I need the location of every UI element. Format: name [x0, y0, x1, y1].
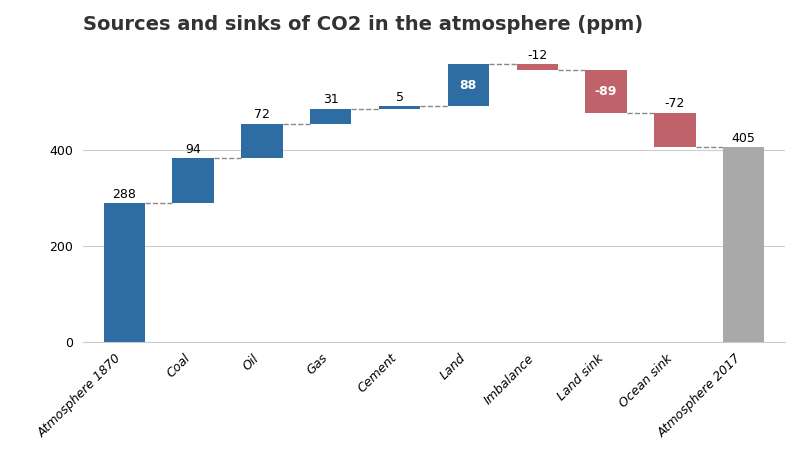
- Text: -72: -72: [665, 97, 685, 110]
- Bar: [172, 158, 214, 203]
- Bar: [517, 64, 558, 70]
- Bar: [586, 70, 626, 113]
- Bar: [654, 113, 695, 147]
- Bar: [448, 64, 489, 106]
- Text: 94: 94: [185, 143, 201, 156]
- Text: 31: 31: [323, 93, 338, 106]
- Bar: [379, 106, 420, 109]
- Text: -12: -12: [527, 49, 547, 62]
- Text: 288: 288: [112, 188, 136, 201]
- Bar: [723, 147, 764, 342]
- Bar: [103, 203, 145, 342]
- Text: Sources and sinks of CO2 in the atmosphere (ppm): Sources and sinks of CO2 in the atmosphe…: [83, 15, 643, 34]
- Bar: [310, 109, 351, 124]
- Text: 405: 405: [732, 132, 756, 145]
- Text: 5: 5: [395, 91, 403, 104]
- Text: 72: 72: [254, 108, 270, 121]
- Bar: [242, 124, 282, 158]
- Text: 88: 88: [460, 79, 477, 92]
- Text: -89: -89: [595, 85, 618, 98]
